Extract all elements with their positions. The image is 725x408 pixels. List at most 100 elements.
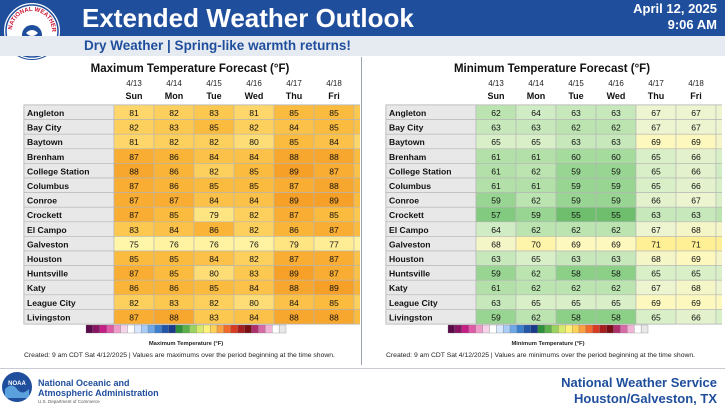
value-cell xyxy=(715,250,725,266)
cell-value: 65 xyxy=(691,269,701,279)
colorbar-swatch xyxy=(523,324,531,334)
cell-value: 65 xyxy=(651,181,661,191)
cell-value: 68 xyxy=(691,225,701,235)
cell-value: 62 xyxy=(491,108,501,118)
cell-value: 86 xyxy=(169,166,179,176)
cell-value: 87 xyxy=(169,196,179,206)
colorbar-swatch xyxy=(516,324,525,334)
row-label: Huntsville xyxy=(27,269,68,279)
cell-value: 66 xyxy=(691,166,701,176)
colorbar-swatch xyxy=(482,324,490,334)
column-day: Thu xyxy=(286,91,303,101)
nws-line-2: Houston/Galveston, TX xyxy=(573,391,717,406)
cell-value: 61 xyxy=(491,166,501,176)
chart-title: Minimum Temperature Forecast (°F) xyxy=(454,63,650,75)
cell-value: 87 xyxy=(129,152,139,162)
cell-value: 62 xyxy=(531,312,541,322)
colorbar-label: Maximum Temperature (°F) xyxy=(149,341,223,347)
cell-value: 87 xyxy=(129,210,139,220)
row-label: Livingston xyxy=(27,312,70,322)
cell-value: 89 xyxy=(329,196,339,206)
value-cell xyxy=(353,221,395,237)
column-day: Tue xyxy=(206,91,221,101)
cell-value: 86 xyxy=(169,283,179,293)
cell-value: 82 xyxy=(249,123,259,133)
cell-value: 85 xyxy=(249,166,259,176)
cell-value: 63 xyxy=(571,137,581,147)
colorbar-swatch xyxy=(530,324,538,334)
colorbar-swatch xyxy=(209,324,218,334)
colorbar-swatch xyxy=(551,324,559,334)
colorbar-swatch xyxy=(265,324,273,334)
column-day: Sun xyxy=(488,91,505,101)
cell-value: 81 xyxy=(129,108,139,118)
issue-date: April 12, 2025 xyxy=(633,1,717,16)
cell-value: 89 xyxy=(289,166,299,176)
row-label: Galveston xyxy=(27,239,69,249)
colorbar-swatch xyxy=(571,324,580,334)
cell-value: 87 xyxy=(289,210,299,220)
colorbar-swatch xyxy=(627,324,635,334)
cell-value: 84 xyxy=(249,196,259,206)
noaa-line-2: Atmospheric Administration xyxy=(38,388,159,398)
cell-value: 61 xyxy=(491,181,501,191)
colorbar-swatch xyxy=(175,324,183,334)
cell-value: 68 xyxy=(691,283,701,293)
header-bar xyxy=(0,0,725,36)
cell-value: 66 xyxy=(691,181,701,191)
column-date: 4/13 xyxy=(126,79,142,88)
nws-line-1: National Weather Service xyxy=(561,375,717,390)
cell-value: 65 xyxy=(531,254,541,264)
colorbar-swatch xyxy=(475,324,483,334)
cell-value: 82 xyxy=(169,137,179,147)
cell-value: 69 xyxy=(691,298,701,308)
cell-value: 89 xyxy=(289,196,299,206)
cell-value: 83 xyxy=(169,123,179,133)
cell-value: 75 xyxy=(129,239,139,249)
cell-value: 63 xyxy=(571,254,581,264)
value-cell xyxy=(353,133,395,150)
issue-time: 9:06 AM xyxy=(667,17,717,32)
row-label: Crockett xyxy=(27,210,62,220)
colorbar-swatch xyxy=(251,324,259,334)
row-label: Galveston xyxy=(389,239,431,249)
cell-value: 62 xyxy=(531,269,541,279)
row-label: Crockett xyxy=(389,210,424,220)
cell-value: 79 xyxy=(209,210,219,220)
cell-value: 85 xyxy=(209,181,219,191)
cell-value: 86 xyxy=(289,225,299,235)
colorbar-swatch xyxy=(161,324,169,334)
colorbar-swatch xyxy=(640,324,649,334)
noaa-logo: NOAA xyxy=(2,372,32,402)
cell-value: 85 xyxy=(169,269,179,279)
cell-value: 63 xyxy=(531,123,541,133)
value-cell xyxy=(715,177,725,193)
noaa-department: U.S. Department of Commerce xyxy=(38,399,100,404)
row-label: Angleton xyxy=(389,108,426,118)
cell-value: 85 xyxy=(329,210,339,220)
value-cell xyxy=(353,236,395,252)
cell-value: 62 xyxy=(571,123,581,133)
colorbar-swatch xyxy=(106,324,114,334)
cell-value: 84 xyxy=(329,137,339,147)
cell-value: 65 xyxy=(531,137,541,147)
cell-value: 62 xyxy=(611,123,621,133)
cell-value: 80 xyxy=(249,137,259,147)
value-cell xyxy=(353,206,395,223)
value-cell xyxy=(353,309,395,325)
cell-value: 87 xyxy=(329,254,339,264)
column-date: 4/16 xyxy=(608,79,624,88)
cell-value: 84 xyxy=(169,225,179,235)
cell-value: 59 xyxy=(571,181,581,191)
cell-value: 85 xyxy=(329,108,339,118)
page-title: Extended Weather Outlook xyxy=(82,3,414,33)
colorbar-swatch xyxy=(585,324,593,334)
cell-value: 58 xyxy=(571,312,581,322)
cell-value: 59 xyxy=(571,166,581,176)
cell-value: 86 xyxy=(209,225,219,235)
cell-value: 59 xyxy=(611,196,621,206)
value-cell xyxy=(353,294,395,310)
colorbar-swatch xyxy=(489,324,497,334)
cell-value: 83 xyxy=(209,312,219,322)
colorbar-swatch xyxy=(182,324,190,334)
